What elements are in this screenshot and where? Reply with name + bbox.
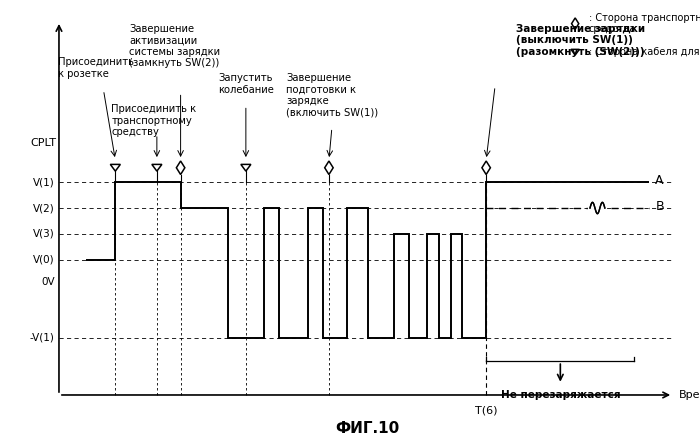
Text: Время: Время (679, 390, 700, 400)
Text: Присоединить
к розетке: Присоединить к розетке (58, 57, 134, 79)
Text: Запустить
колебание: Запустить колебание (218, 73, 274, 95)
Text: V(1): V(1) (33, 177, 55, 187)
Text: V(0): V(0) (33, 255, 55, 265)
Text: B: B (655, 200, 664, 213)
Text: Завершение
активизации
системы зарядки
(замкнуть SW(2)): Завершение активизации системы зарядки (… (129, 23, 220, 69)
Text: Завершение
подготовки к
зарядке
(включить SW(1)): Завершение подготовки к зарядке (включит… (286, 73, 378, 118)
Text: V(2): V(2) (33, 203, 55, 213)
Text: 0V: 0V (41, 277, 55, 287)
Text: Присоединить к
транспортному
средству: Присоединить к транспортному средству (111, 104, 197, 137)
Text: : Сторона кабеля для зарядки: : Сторона кабеля для зарядки (589, 47, 700, 57)
Text: V(3): V(3) (33, 229, 55, 239)
Text: T(6): T(6) (475, 405, 498, 415)
Text: A: A (655, 174, 664, 187)
Text: CPLT: CPLT (30, 138, 56, 148)
Text: -V(1): -V(1) (29, 333, 55, 343)
Text: : Сторона транспортного
средства: : Сторона транспортного средства (589, 13, 700, 34)
Text: ФИГ.10: ФИГ.10 (335, 421, 400, 436)
Text: Завершение зарядки
(выключить SW(1))
(разомкнуть (SW(2))): Завершение зарядки (выключить SW(1)) (ра… (516, 23, 645, 57)
Text: Не перезаряжается: Не перезаряжается (500, 390, 620, 400)
